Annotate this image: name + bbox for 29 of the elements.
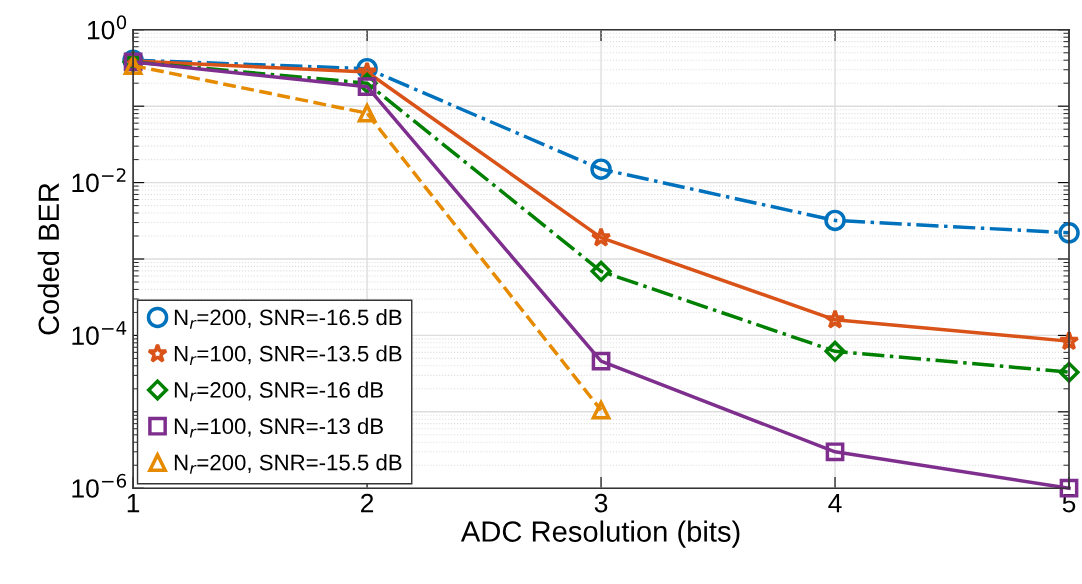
legend-label: N$_{r}$=200, SNR=-16.5 dB — [174, 308, 402, 329]
point — [824, 209, 846, 232]
x-axis-title: ADC Resolution (bits) — [460, 520, 740, 548]
y-tick-label: 10$^{−4}$ — [72, 321, 127, 346]
point — [356, 101, 378, 123]
point — [357, 77, 377, 97]
x-tick-label: 2 — [361, 493, 374, 513]
point — [590, 226, 612, 247]
x-tick-label: 3 — [594, 493, 608, 513]
point — [1058, 330, 1080, 351]
point — [591, 351, 611, 371]
point — [825, 442, 845, 462]
point — [590, 158, 612, 180]
x-tick-label: 4 — [828, 494, 842, 513]
point — [824, 340, 846, 362]
y-axis-title: Coded BER — [37, 183, 60, 335]
x-tick-label: 1 — [127, 494, 140, 513]
legend-label: N$_{r}$=100, SNR=-13 dB — [174, 417, 383, 438]
legend-label: N$_{r}$=200, SNR=-15.5 dB — [174, 454, 402, 474]
point — [1058, 361, 1080, 383]
point — [590, 398, 612, 420]
legend-label: N$_{r}$=100, SNR=-13.5 dB — [174, 345, 402, 365]
y-tick-label: 10$^{0}$ — [88, 15, 127, 40]
legend-label: N$_{r}$=200, SNR=-16 dB — [174, 381, 383, 402]
y-tick-label: 10$^{−6}$ — [72, 473, 127, 498]
point — [1058, 222, 1080, 244]
point — [590, 260, 612, 282]
y-tick-label: 10$^{−2}$ — [72, 168, 126, 193]
point — [824, 309, 846, 329]
